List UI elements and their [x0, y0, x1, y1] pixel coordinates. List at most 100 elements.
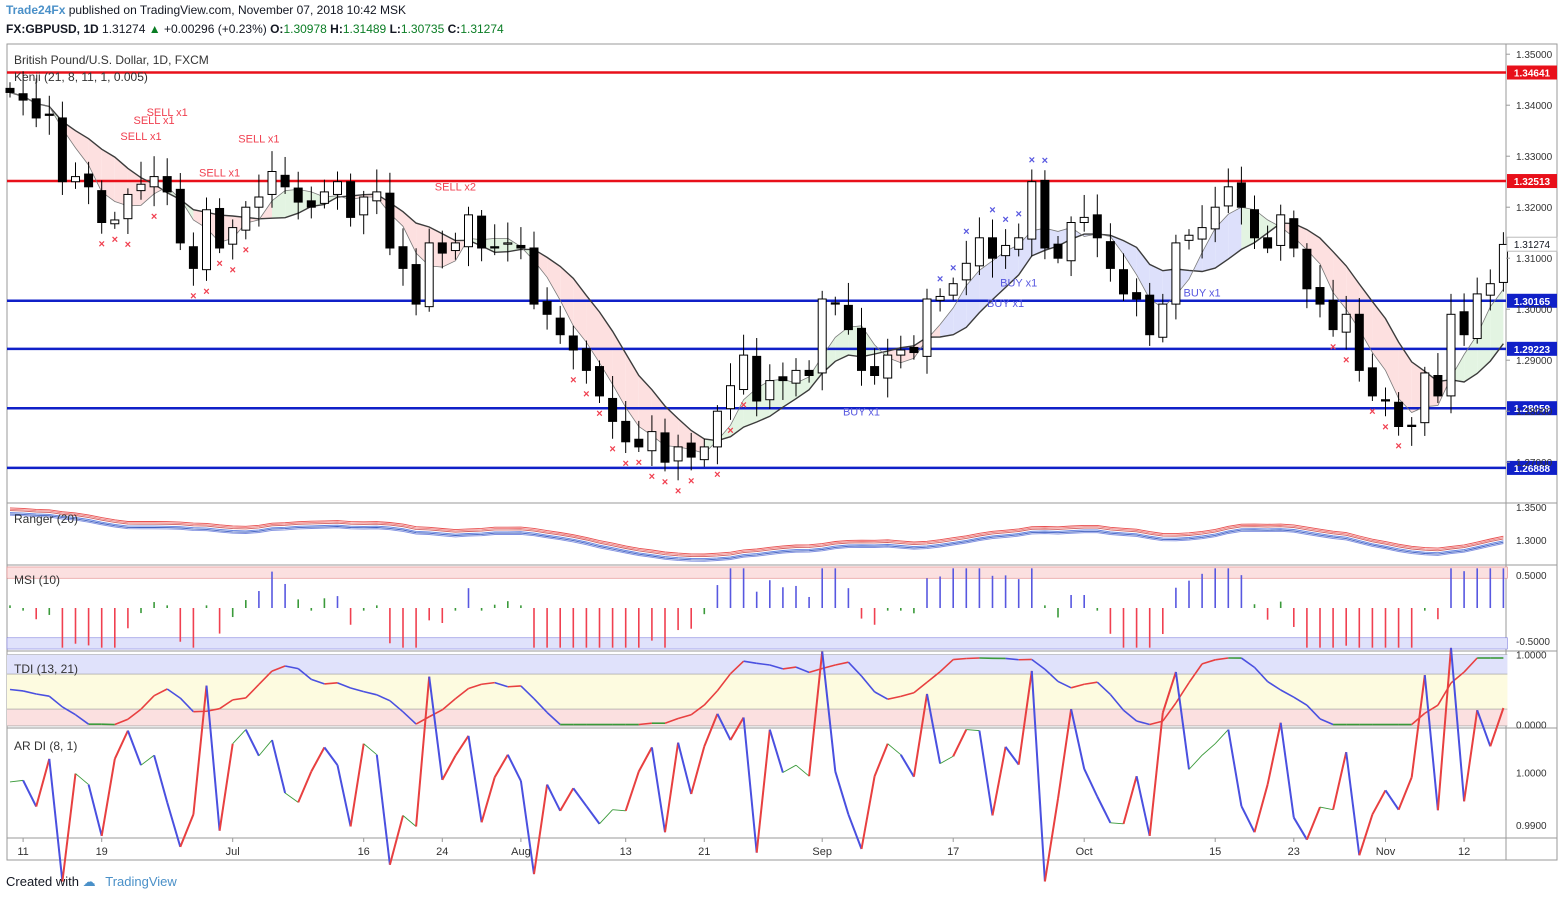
- candle[interactable]: [804, 369, 814, 376]
- candle[interactable]: [202, 209, 211, 271]
- candle[interactable]: [267, 171, 277, 195]
- candle[interactable]: [1132, 292, 1142, 300]
- candle[interactable]: [1263, 237, 1273, 249]
- candle[interactable]: [1158, 303, 1168, 338]
- candle[interactable]: [948, 283, 958, 296]
- candle[interactable]: [988, 237, 997, 259]
- candle[interactable]: [686, 442, 696, 458]
- candle[interactable]: [595, 366, 604, 397]
- candle[interactable]: [1197, 227, 1207, 240]
- candle[interactable]: [1027, 181, 1037, 240]
- candle[interactable]: [1092, 214, 1102, 239]
- publisher-name[interactable]: Trade24Fx: [6, 3, 66, 17]
- candle[interactable]: [411, 264, 421, 305]
- candle[interactable]: [529, 247, 539, 305]
- candle[interactable]: [870, 366, 880, 377]
- candle[interactable]: [1289, 218, 1299, 249]
- candle[interactable]: [1040, 179, 1050, 249]
- candle[interactable]: [44, 113, 54, 116]
- candle[interactable]: [1446, 313, 1456, 397]
- candle[interactable]: [726, 385, 735, 410]
- candle[interactable]: [503, 242, 513, 245]
- candle[interactable]: [647, 431, 657, 452]
- candle[interactable]: [883, 354, 893, 379]
- candle[interactable]: [123, 193, 133, 220]
- candle[interactable]: [1210, 206, 1220, 230]
- candle[interactable]: [843, 304, 853, 331]
- candle[interactable]: [765, 380, 775, 401]
- candle[interactable]: [254, 196, 264, 208]
- candle[interactable]: [385, 192, 395, 249]
- candle[interactable]: [791, 369, 801, 384]
- candle[interactable]: [280, 174, 290, 188]
- candle[interactable]: [57, 117, 67, 183]
- candle[interactable]: [1236, 182, 1246, 208]
- candle[interactable]: [372, 191, 382, 202]
- candle[interactable]: [450, 242, 460, 252]
- candle[interactable]: [1472, 293, 1482, 340]
- candle[interactable]: [490, 246, 500, 249]
- candle[interactable]: [1105, 241, 1115, 269]
- candle[interactable]: [424, 242, 434, 308]
- candle[interactable]: [1145, 294, 1155, 336]
- candle[interactable]: [699, 446, 709, 461]
- candle[interactable]: [1119, 269, 1128, 295]
- candle[interactable]: [1394, 401, 1404, 427]
- candle[interactable]: [1354, 313, 1364, 371]
- candle[interactable]: [568, 335, 578, 351]
- candle[interactable]: [634, 438, 644, 448]
- candle[interactable]: [581, 348, 591, 371]
- candle[interactable]: [1407, 424, 1417, 428]
- candle[interactable]: [306, 200, 316, 208]
- candle[interactable]: [621, 420, 631, 443]
- candle[interactable]: [293, 187, 303, 203]
- candle[interactable]: [1053, 243, 1063, 259]
- candle[interactable]: [1276, 214, 1286, 246]
- candle[interactable]: [1328, 299, 1338, 331]
- candle[interactable]: [97, 190, 107, 223]
- candle[interactable]: [437, 242, 447, 254]
- candle[interactable]: [1079, 216, 1089, 223]
- candle[interactable]: [542, 301, 552, 315]
- candle[interactable]: [857, 327, 866, 371]
- candle[interactable]: [162, 176, 172, 193]
- candle[interactable]: [608, 397, 618, 422]
- candle[interactable]: [5, 87, 15, 93]
- candle[interactable]: [18, 93, 28, 101]
- candle[interactable]: [555, 317, 565, 336]
- candle[interactable]: [961, 262, 971, 281]
- tradingview-brand[interactable]: TradingView: [105, 874, 177, 889]
- candle[interactable]: [712, 410, 722, 448]
- candle[interactable]: [1433, 375, 1443, 397]
- candle[interactable]: [398, 246, 408, 269]
- candle[interactable]: [673, 446, 683, 462]
- candle[interactable]: [896, 349, 906, 356]
- candle[interactable]: [1420, 372, 1430, 424]
- candle[interactable]: [149, 176, 159, 188]
- candle[interactable]: [1184, 234, 1194, 241]
- candle[interactable]: [1341, 313, 1351, 333]
- candle[interactable]: [84, 173, 94, 188]
- candle[interactable]: [935, 295, 945, 301]
- candle[interactable]: [778, 376, 788, 382]
- candle[interactable]: [1302, 248, 1312, 290]
- candle[interactable]: [1498, 243, 1508, 283]
- candle[interactable]: [228, 227, 238, 245]
- candle[interactable]: [1315, 287, 1325, 305]
- candle[interactable]: [1066, 222, 1076, 262]
- candle[interactable]: [1171, 242, 1181, 305]
- candle[interactable]: [1367, 367, 1377, 397]
- candle[interactable]: [752, 355, 762, 402]
- candle[interactable]: [333, 181, 342, 195]
- candle[interactable]: [1014, 237, 1024, 250]
- candle[interactable]: [660, 432, 670, 463]
- candle[interactable]: [1459, 311, 1469, 336]
- candle[interactable]: [1485, 283, 1495, 296]
- candle[interactable]: [739, 354, 749, 391]
- candle[interactable]: [1223, 186, 1233, 207]
- candle[interactable]: [516, 244, 526, 249]
- candle[interactable]: [241, 206, 251, 231]
- candle[interactable]: [830, 302, 840, 305]
- candle[interactable]: [909, 346, 919, 354]
